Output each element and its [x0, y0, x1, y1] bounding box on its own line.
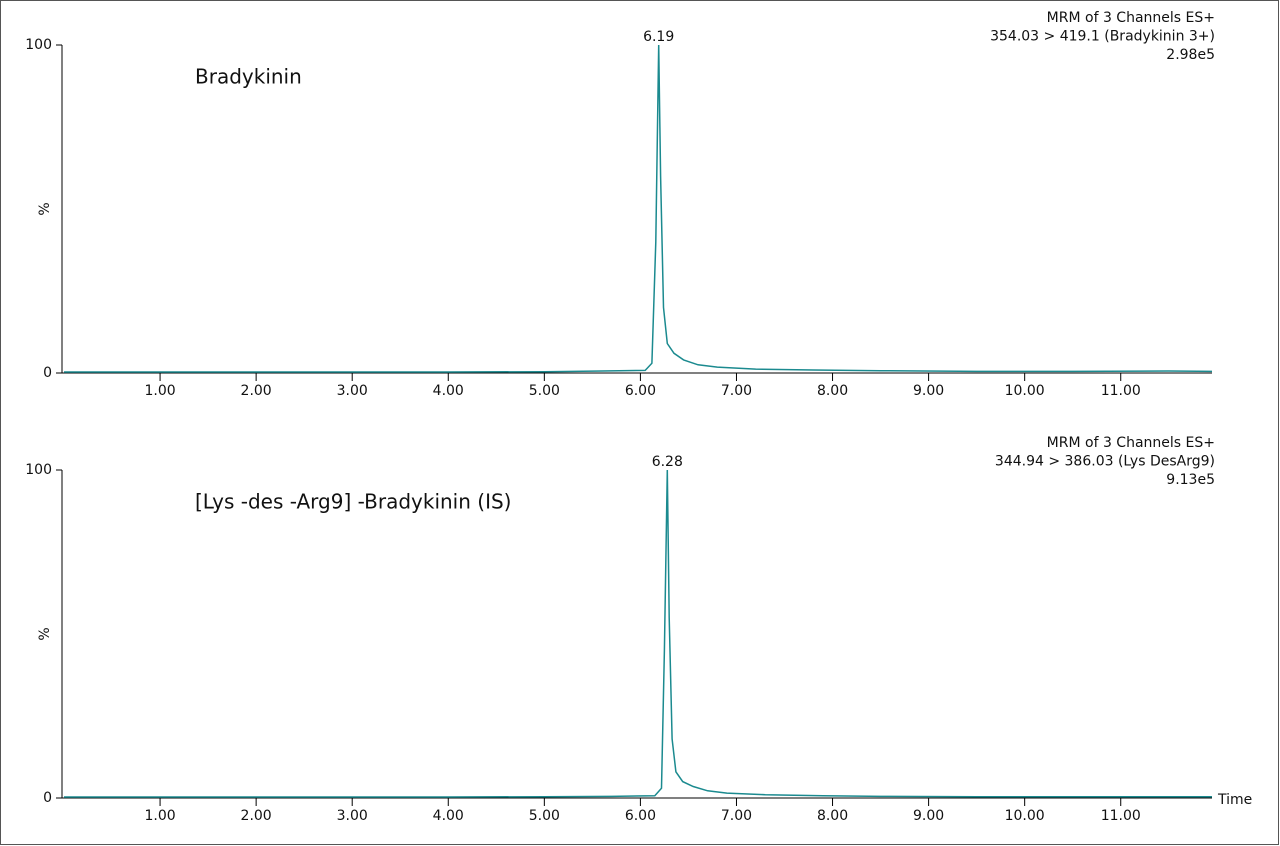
x-tick-label: 5.00 [529, 383, 560, 399]
trace [64, 44, 1213, 373]
y-tick-label: 0 [43, 365, 52, 381]
x-tick-label: 1.00 [144, 808, 175, 824]
chart-title: Bradykinin [195, 65, 302, 89]
x-tick-label: 11.00 [1101, 808, 1141, 824]
x-tick-label: 4.00 [433, 383, 464, 399]
x-tick-label: 5.00 [529, 808, 560, 824]
x-tick-label: 6.00 [625, 808, 656, 824]
trace [64, 469, 1212, 798]
x-tick-label: 7.00 [721, 808, 752, 824]
x-tick-label: 10.00 [1005, 383, 1045, 399]
x-tick-label: 6.00 [625, 383, 656, 399]
peak-label: 6.28 [652, 454, 683, 470]
y-axis-label: % [37, 627, 53, 640]
x-tick-label: 1.00 [144, 383, 175, 399]
x-tick-label: 10.00 [1005, 808, 1045, 824]
x-axis-label: Time [1217, 792, 1252, 808]
x-tick-label: 8.00 [817, 808, 848, 824]
annotation: 354.03 > 419.1 (Bradykinin 3+) [990, 29, 1215, 45]
y-tick-label: 100 [25, 462, 52, 478]
annotation: 9.13e5 [1166, 472, 1215, 488]
y-tick-label: 0 [43, 790, 52, 806]
y-tick-label: 100 [25, 37, 52, 53]
x-tick-label: 4.00 [433, 808, 464, 824]
annotation: MRM of 3 Channels ES+ [1047, 10, 1215, 26]
annotation: 2.98e5 [1166, 47, 1215, 63]
x-tick-label: 8.00 [817, 383, 848, 399]
x-tick-label: 7.00 [721, 383, 752, 399]
annotation: 344.94 > 386.03 (Lys DesArg9) [995, 454, 1215, 470]
x-tick-label: 2.00 [241, 383, 272, 399]
x-tick-label: 3.00 [337, 383, 368, 399]
chart-title: [Lys -des -Arg9] -Bradykinin (IS) [195, 490, 511, 514]
x-tick-label: 3.00 [337, 808, 368, 824]
x-tick-label: 2.00 [241, 808, 272, 824]
x-tick-label: 9.00 [913, 808, 944, 824]
x-tick-label: 11.00 [1101, 383, 1141, 399]
y-axis-label: % [37, 202, 53, 215]
annotation: MRM of 3 Channels ES+ [1047, 435, 1215, 451]
x-tick-label: 9.00 [913, 383, 944, 399]
peak-label: 6.19 [643, 29, 674, 45]
